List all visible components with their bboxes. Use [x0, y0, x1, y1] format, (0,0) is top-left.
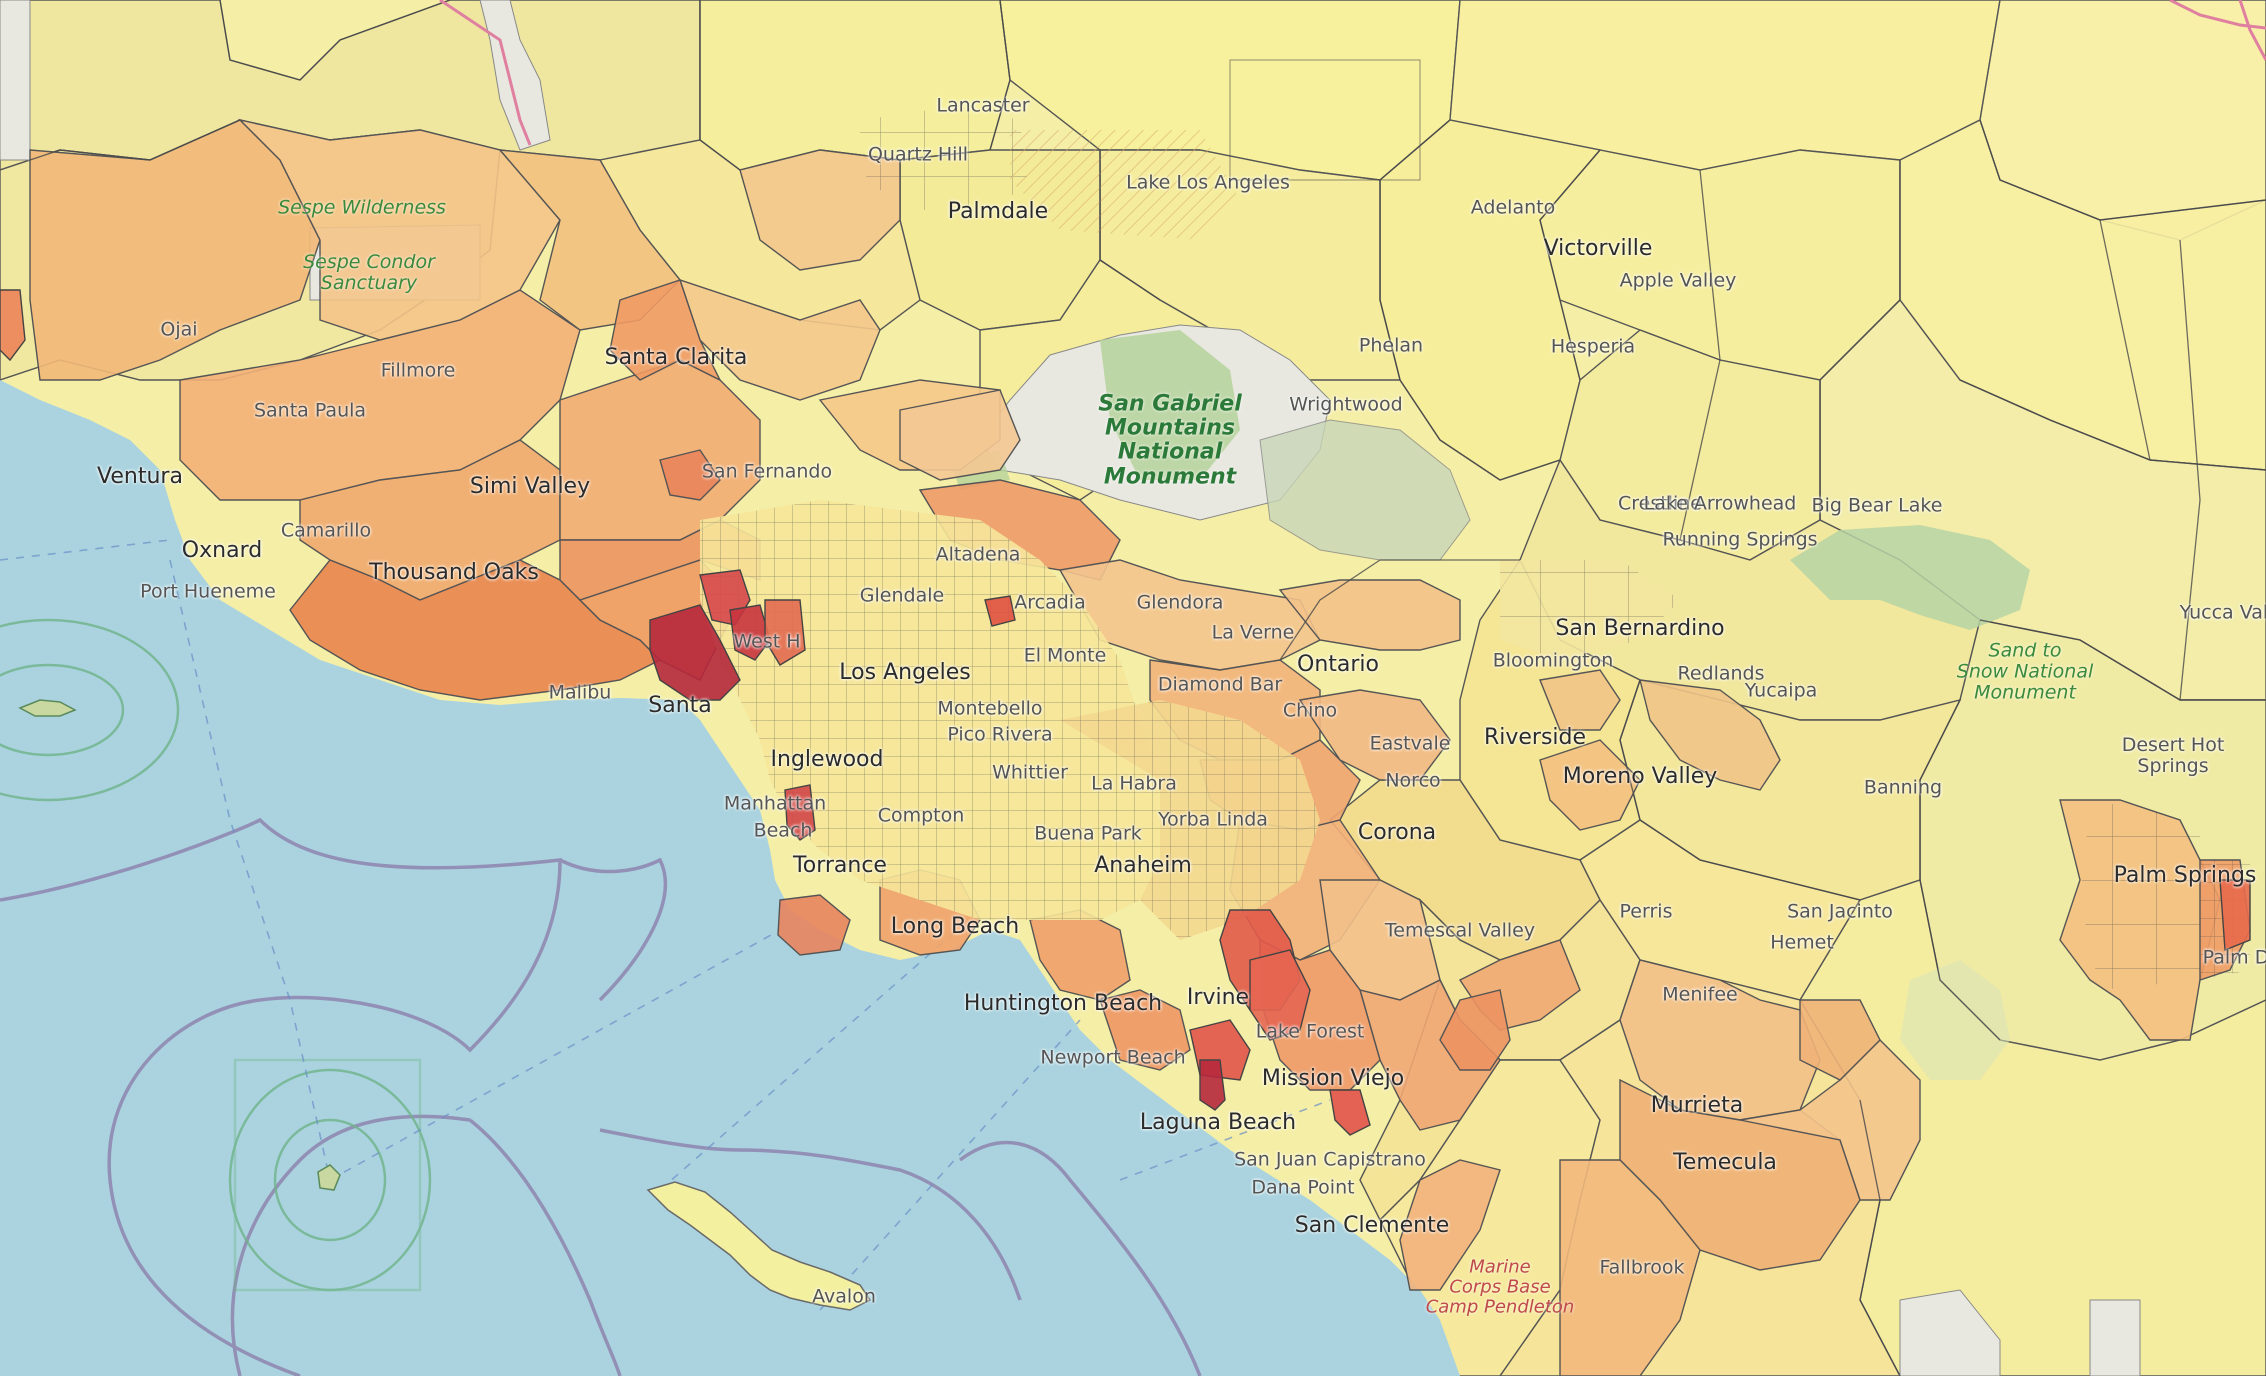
district-boundaries — [29, 0, 2266, 1376]
island-contours — [0, 618, 432, 1292]
urban-grid-la — [700, 59, 2250, 990]
anacapa-island — [18, 699, 77, 717]
santa-barbara-island — [317, 1164, 341, 1191]
choropleth-high-districts — [0, 289, 2251, 1136]
ocean — [0, 380, 1460, 1376]
santa-catalina-island — [646, 1181, 872, 1311]
maritime-boundaries — [0, 817, 1202, 1376]
shipping-lanes — [0, 539, 1331, 1311]
parks — [0, 0, 2141, 1376]
highways — [439, 0, 2266, 146]
